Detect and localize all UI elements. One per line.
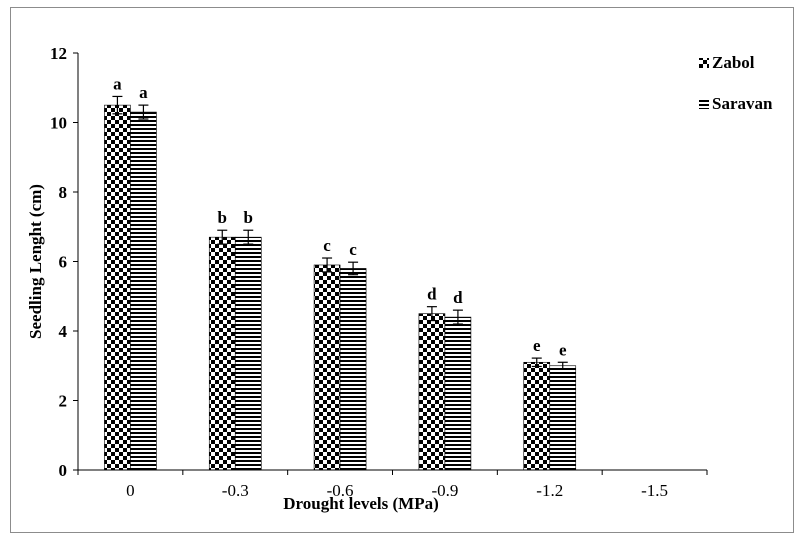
x-tick-label: -1.2	[536, 481, 563, 500]
bar-saravan-2	[339, 268, 367, 471]
bar-saravan-4	[549, 365, 577, 471]
bar-saravan-3	[444, 316, 472, 471]
bar-zabol-4	[523, 361, 551, 471]
y-tick-label: 2	[59, 392, 68, 411]
y-tick-label: 8	[59, 183, 68, 202]
bar-zabol-1	[208, 236, 236, 471]
y-tick-label: 12	[50, 44, 67, 63]
bar-saravan-1	[234, 236, 262, 471]
significance-label: e	[533, 336, 541, 355]
significance-label: e	[559, 340, 567, 359]
significance-label: d	[427, 285, 437, 304]
x-tick-label: -0.3	[222, 481, 249, 500]
legend-label-saravan: Saravan	[712, 94, 773, 113]
x-axis-title: Drought levels (MPa)	[283, 494, 439, 513]
bars-layer: a a b b c c d d e e	[104, 74, 577, 471]
y-tick-label: 0	[59, 461, 68, 480]
x-tick-label: -0.9	[431, 481, 458, 500]
significance-label: a	[139, 83, 148, 102]
x-tick-label: 0	[126, 481, 134, 500]
x-tick-label: -0.6	[327, 481, 354, 500]
significance-label: d	[453, 288, 463, 307]
significance-label: c	[349, 240, 357, 259]
legend-label-zabol: Zabol	[712, 53, 755, 72]
significance-label: a	[113, 74, 122, 93]
legend-swatch-zabol	[699, 58, 709, 68]
y-tick-label: 6	[59, 253, 68, 272]
legend-swatch-saravan	[699, 99, 709, 109]
y-axis-title: Seedling Lenght (cm)	[26, 184, 45, 339]
y-tick-label: 10	[50, 114, 67, 133]
bar-zabol-3	[418, 313, 446, 471]
axes-layer: 0 2 4 6 8 10 12 0 -0.3 -0.6 -0.9 -1.2 -1.5 Drought le…	[26, 44, 708, 513]
bar-saravan-0	[130, 111, 157, 471]
bar-zabol-0	[104, 104, 131, 471]
bar-chart: a a b b c c d d e e 0 2 4 6 8 10 12 0 -0.3 -0.6 -0.9 -1.2 -1.…	[26, 44, 773, 513]
x-tick-label: -1.5	[641, 481, 668, 500]
significance-label: b	[244, 208, 253, 227]
significance-label: b	[218, 208, 227, 227]
significance-label: c	[323, 236, 331, 255]
y-tick-label: 4	[59, 322, 68, 341]
legend: Zabol Saravan	[699, 53, 773, 113]
bar-zabol-2	[313, 264, 341, 471]
